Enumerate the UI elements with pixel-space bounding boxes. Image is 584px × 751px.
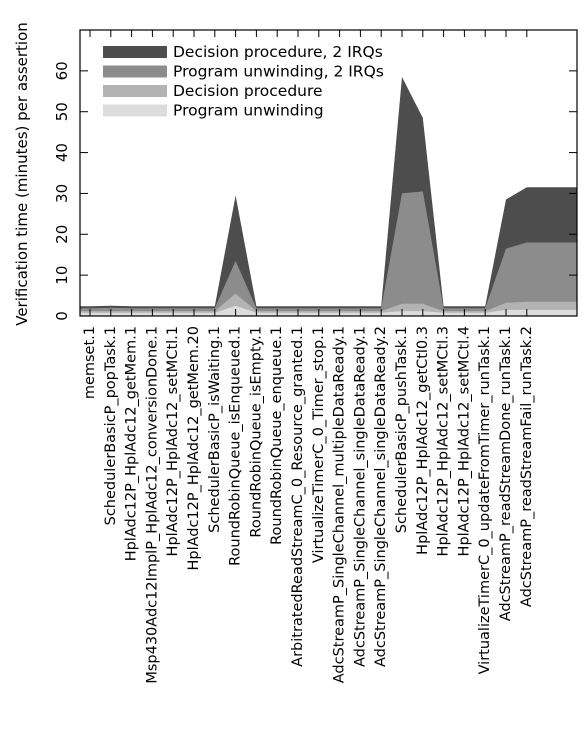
legend-swatch (103, 65, 167, 78)
x-tick-label: HplAdc12P_HplAdc12_getCtl0.3 (415, 326, 431, 555)
legend-swatch (103, 46, 167, 58)
x-tick-label: SchedulerBasicP_popTask.1 (103, 326, 119, 525)
x-tick-label: HplAdc12P_HplAdc12_getMem.1 (124, 326, 140, 561)
x-tick-label: HplAdc12P_HplAdc12_setMCtl.1 (165, 326, 181, 556)
legend: Decision procedure, 2 IRQs Program unwind… (103, 43, 384, 120)
legend-swatch (103, 104, 167, 117)
x-tick-label: SchedulerBasicP_isWaiting.1 (207, 326, 223, 533)
plot-frame (79, 29, 578, 317)
y-axis: 0 10 20 30 40 50 60 (53, 61, 577, 321)
x-tick-label: RoundRobinQueue_isEnqueued.1 (228, 326, 244, 566)
y-tick-label: 10 (53, 266, 71, 285)
x-tick-label: SchedulerBasicP_pushTask.1 (394, 326, 410, 533)
x-tick-label: AdcStreamP_SingleChannel_multipleDataRea… (332, 326, 348, 683)
y-tick-label: 30 (53, 184, 71, 203)
x-axis: memset.1 SchedulerBasicP_popTask.1 HplAdc1… (82, 30, 535, 684)
legend-label: Decision procedure (173, 82, 323, 100)
x-tick-label: RoundRobinQueue_enqueue.1 (269, 326, 285, 545)
x-tick-label: HplAdc12P_HplAdc12_setMCtl.3 (436, 326, 452, 556)
y-tick-label: 60 (53, 61, 71, 80)
legend-label: Decision procedure, 2 IRQs (173, 43, 383, 61)
legend-label: Program unwinding, 2 IRQs (173, 63, 384, 81)
legend-swatch (103, 85, 167, 97)
x-tick-label: Msp430Adc12ImplP_HplAdc12_conversionDone… (144, 326, 160, 684)
y-tick-label: 20 (53, 225, 71, 244)
x-tick-label: AdcStreamP_SingleChannel_singleDataReady… (352, 326, 368, 667)
y-tick-label: 40 (53, 143, 71, 162)
y-tick-label: 50 (53, 102, 71, 121)
x-tick-label: memset.1 (82, 326, 98, 399)
x-tick-label: AdcStreamP_SingleChannel_singleDataReady… (373, 326, 389, 667)
x-tick-label: AdcStreamP_readStreamDone_runTask.1 (498, 326, 514, 621)
legend-label: Program unwinding (173, 102, 324, 120)
x-tick-label: VirtualizeTimerC_0_updateFromTimer_runTa… (477, 326, 493, 674)
area-series-4 (80, 305, 577, 316)
x-tick-label: ArbitratedReadStreamC_0_Resource_granted… (290, 326, 306, 667)
x-tick-label: HplAdc12P_HplAdc12_getMem.20 (186, 326, 202, 571)
x-tick-label: HplAdc12P_HplAdc12_setMCtl.4 (456, 326, 472, 556)
x-tick-label: AdcStreamP_readStreamFail_runTask.2 (519, 326, 535, 607)
x-tick-label: RoundRobinQueue_isEmpty.1 (248, 326, 264, 538)
x-tick-label: VirtualizeTimerC_0_Timer_stop.1 (311, 326, 327, 563)
y-axis-label: Verification time (minutes) per assertio… (13, 22, 31, 326)
y-tick-label: 0 (53, 311, 71, 321)
